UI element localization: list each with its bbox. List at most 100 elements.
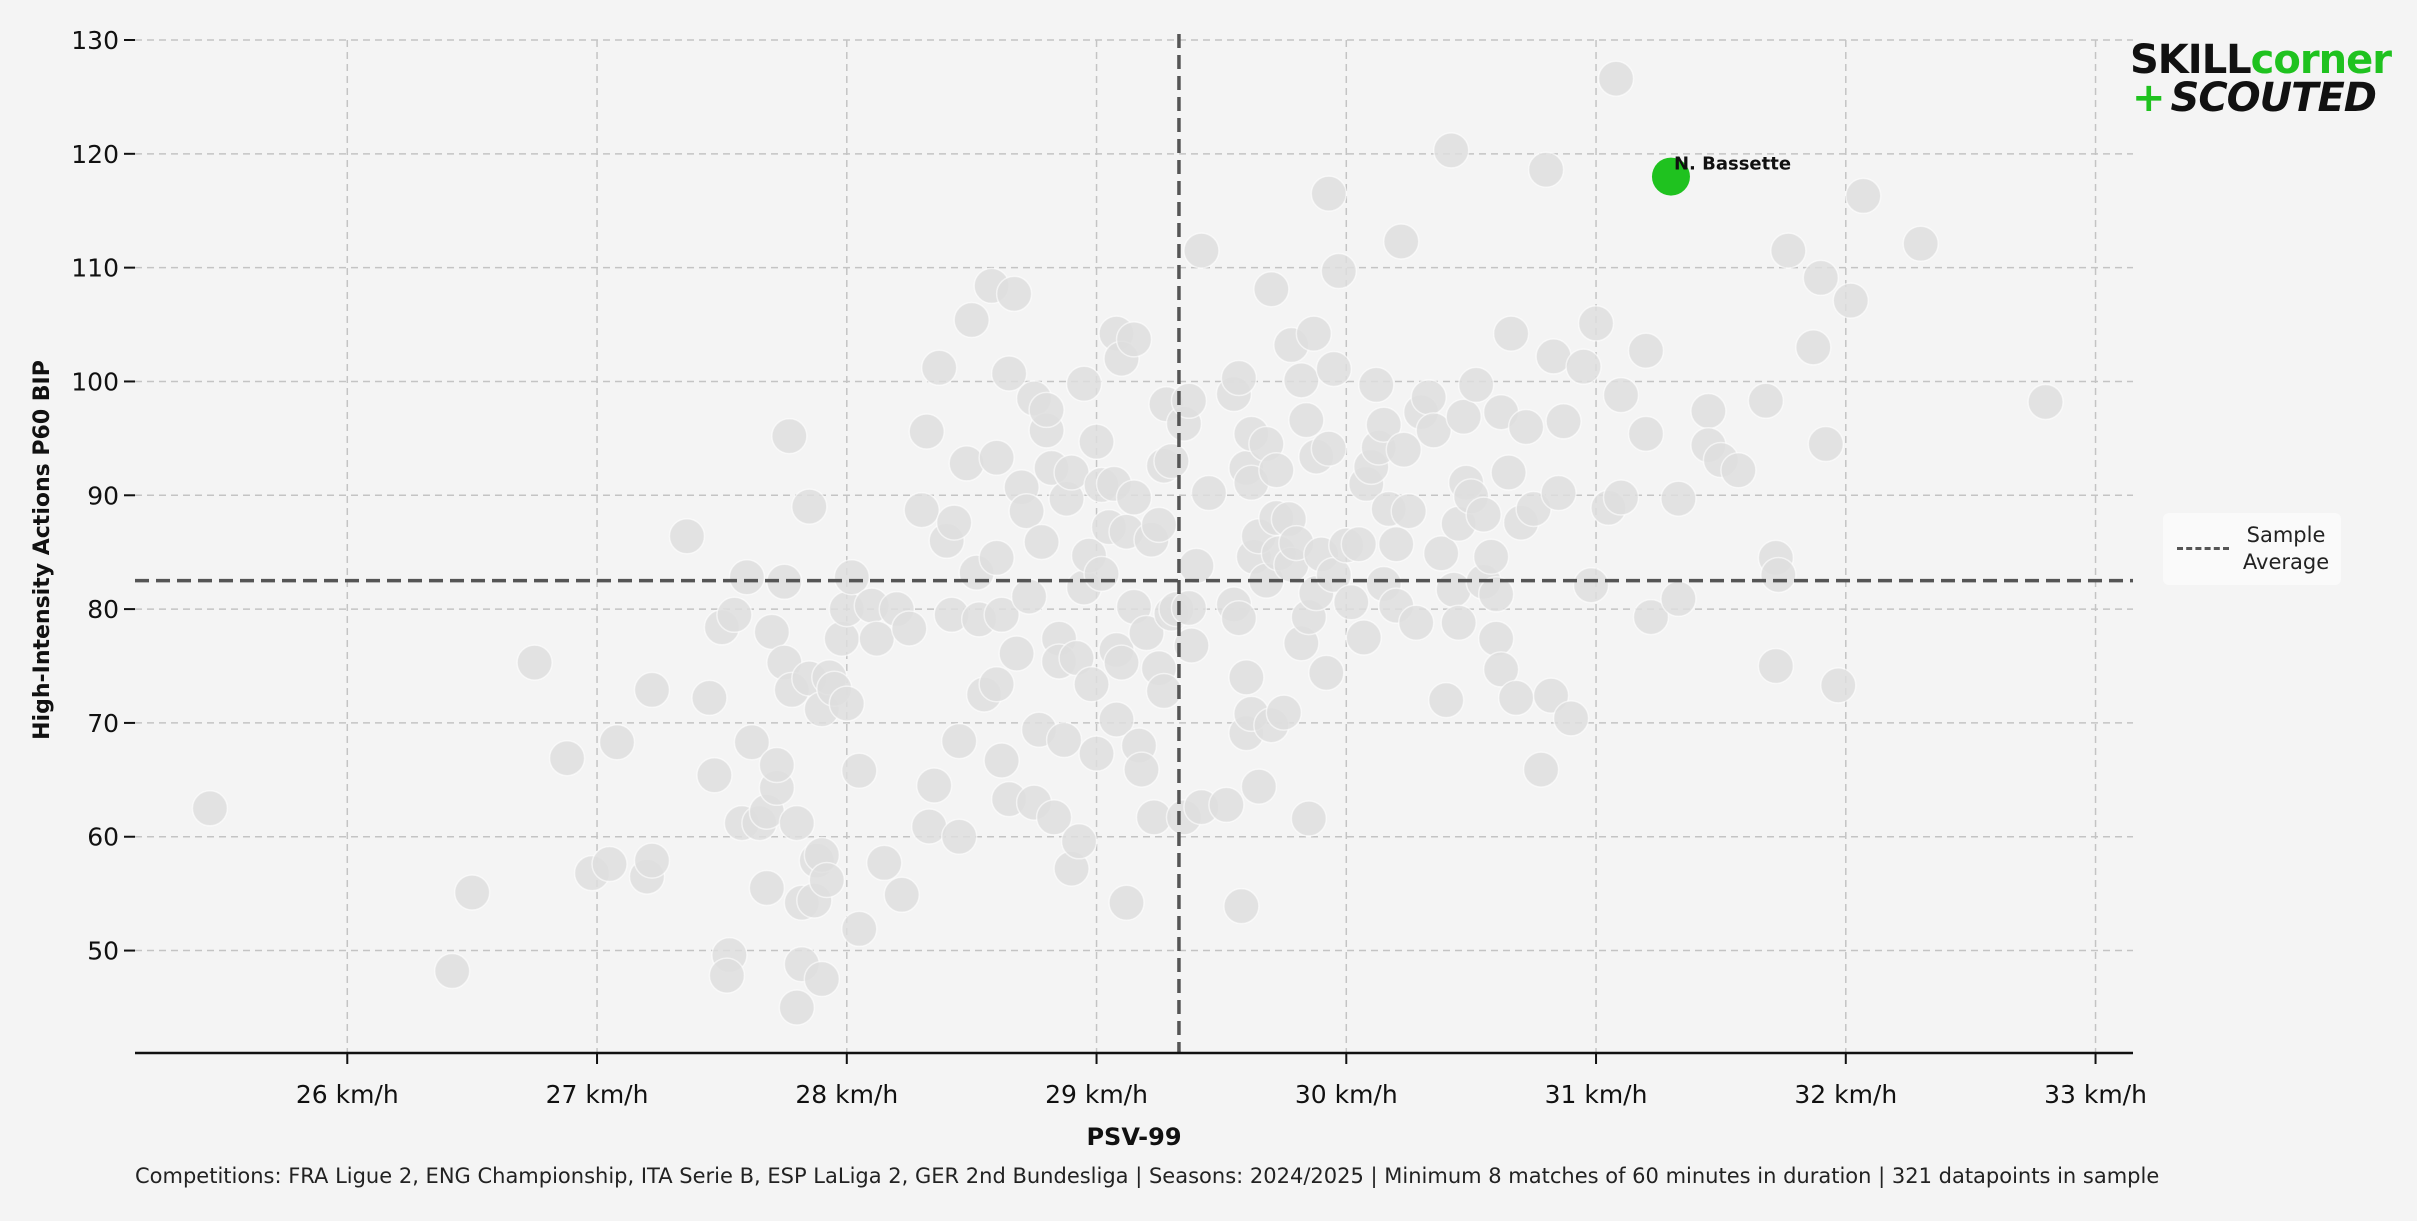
- data-point: [1345, 619, 1383, 656]
- logo-plus-text: +: [2132, 75, 2166, 121]
- x-tick-label: 32 km/h: [1794, 1080, 1897, 1109]
- data-points: [191, 60, 2064, 1026]
- y-tick-label: 60: [87, 823, 119, 852]
- data-point: [935, 504, 973, 541]
- data-point: [978, 439, 1015, 476]
- data-point: [920, 349, 958, 387]
- data-point: [1010, 578, 1048, 615]
- data-point: [1333, 584, 1370, 621]
- data-point: [1457, 366, 1495, 404]
- data-point: [908, 413, 945, 450]
- data-point: [1410, 379, 1447, 416]
- data-point: [633, 842, 671, 879]
- data-point: [1170, 589, 1208, 627]
- data-point: [1283, 362, 1320, 399]
- data-point: [1445, 398, 1482, 435]
- data-point: [1358, 366, 1395, 404]
- data-point: [2027, 383, 2064, 421]
- data-point: [1028, 391, 1065, 429]
- y-tick-label: 80: [87, 595, 119, 624]
- data-point: [1690, 392, 1727, 430]
- data-point: [983, 742, 1020, 779]
- data-point: [998, 635, 1035, 672]
- data-point: [668, 518, 706, 555]
- data-point: [1308, 654, 1345, 692]
- x-tick-label: 33 km/h: [2044, 1080, 2147, 1109]
- data-point: [1807, 425, 1845, 463]
- data-point: [978, 665, 1015, 703]
- data-point: [696, 757, 733, 794]
- data-point: [1477, 620, 1515, 657]
- x-tick-label: 26 km/h: [296, 1080, 399, 1109]
- data-point: [771, 417, 808, 455]
- data-point: [1757, 647, 1795, 685]
- x-tick-label: 29 km/h: [1045, 1080, 1148, 1109]
- data-point: [1507, 408, 1545, 446]
- data-point: [1290, 800, 1328, 837]
- data-point: [728, 558, 766, 596]
- highlight-point: [1651, 157, 1690, 196]
- data-point: [1045, 721, 1083, 759]
- data-point: [841, 910, 878, 948]
- data-point: [1572, 566, 1610, 604]
- data-point: [1422, 535, 1460, 572]
- data-point: [708, 957, 746, 994]
- data-point: [1123, 751, 1160, 788]
- data-point: [1183, 232, 1220, 269]
- data-point: [1527, 151, 1565, 189]
- data-point: [1220, 359, 1258, 397]
- data-point: [1153, 442, 1190, 480]
- data-point: [591, 845, 628, 883]
- logo-corner-text: corner: [2250, 37, 2392, 83]
- data-point: [433, 952, 471, 990]
- data-point: [791, 488, 828, 525]
- logo-skill-text: SKILL: [2130, 37, 2252, 83]
- data-point: [953, 301, 990, 339]
- logo-top-line: SKILLcorner: [2130, 37, 2392, 83]
- data-point: [191, 790, 229, 827]
- data-point: [1382, 223, 1420, 260]
- data-point: [948, 445, 985, 482]
- data-point: [1065, 365, 1103, 402]
- data-point: [1098, 701, 1135, 738]
- data-point: [733, 724, 771, 761]
- data-point: [828, 685, 866, 722]
- data-point: [1720, 451, 1757, 489]
- data-point: [1320, 252, 1358, 290]
- data-point: [1228, 659, 1265, 696]
- data-point: [915, 767, 953, 804]
- data-point: [548, 739, 586, 777]
- data-point: [883, 876, 920, 914]
- data-point: [1310, 430, 1348, 467]
- data-point: [1482, 651, 1520, 688]
- data-point: [1432, 132, 1470, 169]
- data-point: [1497, 679, 1535, 717]
- data-point: [1747, 382, 1785, 420]
- y-axis-title: High-Intensity Actions P60 BIP: [30, 360, 55, 740]
- data-point: [1377, 525, 1415, 563]
- data-point: [983, 596, 1020, 634]
- data-point: [1385, 431, 1422, 469]
- data-point: [1078, 423, 1115, 461]
- data-point: [1627, 415, 1665, 453]
- data-point: [1315, 350, 1353, 388]
- data-point: [803, 960, 841, 998]
- data-point: [1660, 480, 1697, 517]
- data-point: [1103, 644, 1140, 681]
- data-point: [1795, 329, 1832, 366]
- data-point: [1602, 479, 1640, 516]
- data-point: [940, 818, 978, 855]
- data-point: [1240, 768, 1278, 805]
- axes: 26 km/h 27 km/h 28 km/h 29 km/h 30 km/h 31 km…: [71, 26, 2147, 1109]
- y-tick-label: 120: [71, 140, 119, 169]
- data-point: [808, 861, 846, 899]
- data-point: [1035, 799, 1073, 836]
- data-point: [1597, 60, 1635, 97]
- y-tick-label: 90: [87, 481, 119, 510]
- data-point: [1820, 667, 1857, 704]
- data-point: [1060, 823, 1098, 860]
- data-point: [1472, 538, 1510, 575]
- data-point: [1295, 315, 1333, 352]
- data-point: [1770, 232, 1807, 269]
